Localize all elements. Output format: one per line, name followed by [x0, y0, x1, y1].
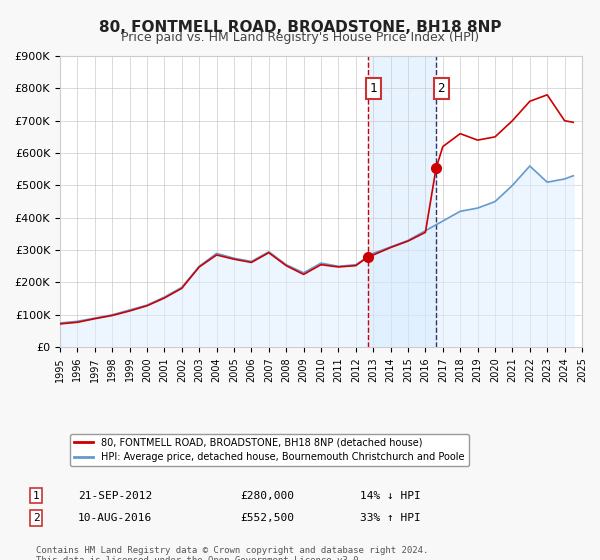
Text: £552,500: £552,500: [240, 513, 294, 523]
Text: 2: 2: [437, 82, 445, 95]
Text: 2: 2: [32, 513, 40, 523]
Text: 21-SEP-2012: 21-SEP-2012: [78, 491, 152, 501]
Text: Price paid vs. HM Land Registry's House Price Index (HPI): Price paid vs. HM Land Registry's House …: [121, 31, 479, 44]
Text: 10-AUG-2016: 10-AUG-2016: [78, 513, 152, 523]
Text: £280,000: £280,000: [240, 491, 294, 501]
Legend: 80, FONTMELL ROAD, BROADSTONE, BH18 8NP (detached house), HPI: Average price, de: 80, FONTMELL ROAD, BROADSTONE, BH18 8NP …: [70, 433, 469, 466]
Text: 1: 1: [32, 491, 40, 501]
Text: 1: 1: [370, 82, 377, 95]
Bar: [368, 56, 436, 347]
Text: Contains HM Land Registry data © Crown copyright and database right 2024.
This d: Contains HM Land Registry data © Crown c…: [36, 546, 428, 560]
Text: 33% ↑ HPI: 33% ↑ HPI: [360, 513, 421, 523]
Text: 14% ↓ HPI: 14% ↓ HPI: [360, 491, 421, 501]
Text: 80, FONTMELL ROAD, BROADSTONE, BH18 8NP: 80, FONTMELL ROAD, BROADSTONE, BH18 8NP: [99, 20, 501, 35]
